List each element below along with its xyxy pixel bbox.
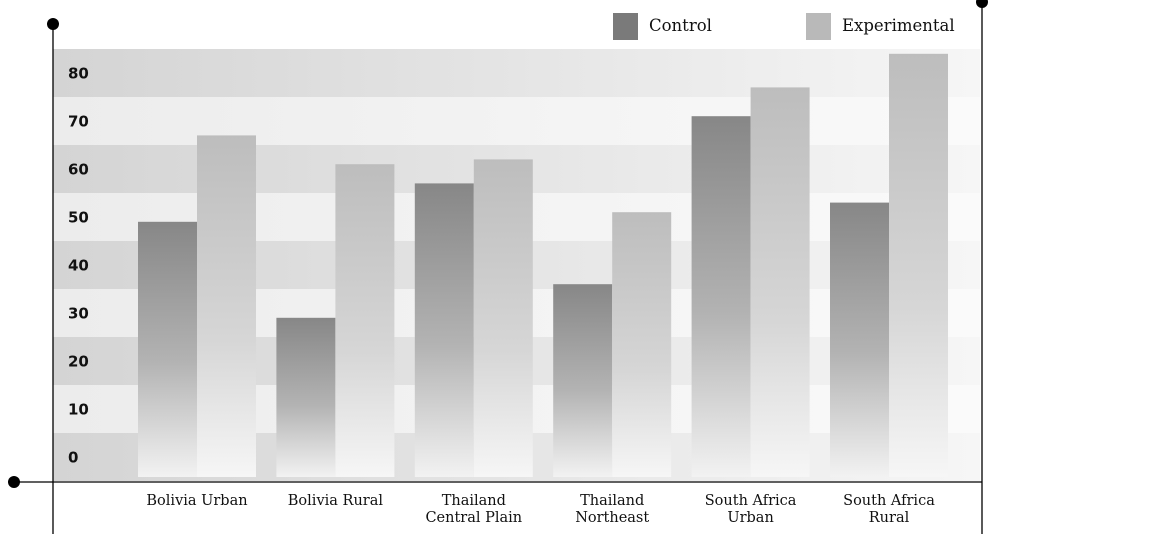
y-tick-label: 80 bbox=[68, 65, 89, 83]
x-axis-labels: Bolivia Urban Bolivia Rural Thailand Centra… bbox=[146, 493, 935, 526]
axis-end-dot bbox=[8, 476, 20, 488]
bar-control bbox=[138, 221, 197, 477]
x-category-label-line: Bolivia Urban bbox=[146, 493, 247, 509]
y-tick-label: 30 bbox=[68, 305, 89, 323]
bar-experimental bbox=[197, 135, 256, 477]
y-tick-label: 20 bbox=[68, 353, 89, 371]
y-axis-ticks: 0 10 20 30 40 50 60 70 80 bbox=[68, 65, 89, 467]
x-category-label: South Africa Rural bbox=[843, 493, 935, 526]
x-category-label-line: Thailand bbox=[580, 493, 644, 509]
x-category-label: South Africa Urban bbox=[705, 493, 797, 526]
x-category-label-line: Bolivia Rural bbox=[288, 493, 384, 509]
bar-experimental bbox=[750, 87, 810, 478]
x-category-label-line: Central Plain bbox=[425, 510, 522, 526]
legend: Control Experimental bbox=[613, 13, 955, 40]
bar-control bbox=[691, 116, 751, 477]
bars bbox=[138, 53, 948, 478]
x-category-label-line: Rural bbox=[869, 510, 910, 526]
bar-experimental bbox=[612, 212, 672, 477]
bar-control bbox=[830, 202, 889, 477]
y-tick-label: 60 bbox=[68, 161, 89, 179]
bar-control bbox=[276, 317, 336, 477]
y-tick-label: 40 bbox=[68, 257, 89, 275]
x-category-label-line: Northeast bbox=[575, 510, 649, 526]
y-tick-label: 10 bbox=[68, 401, 89, 419]
y-tick-label: 0 bbox=[68, 449, 78, 467]
bar-control bbox=[414, 183, 474, 477]
legend-swatch-control bbox=[613, 13, 638, 40]
x-category-label: Thailand Northeast bbox=[575, 493, 649, 526]
x-category-label-line: South Africa bbox=[705, 493, 797, 509]
bar-experimental bbox=[889, 53, 948, 478]
legend-label-experimental: Experimental bbox=[842, 16, 955, 35]
bar-control bbox=[553, 284, 613, 477]
legend-label-control: Control bbox=[649, 16, 712, 35]
x-category-label-line: South Africa bbox=[843, 493, 935, 509]
y-tick-label: 70 bbox=[68, 113, 89, 131]
axis-end-dot bbox=[976, 0, 988, 8]
y-tick-label: 50 bbox=[68, 209, 89, 227]
bar-experimental bbox=[473, 159, 533, 477]
legend-swatch-experimental bbox=[806, 13, 831, 40]
x-category-label: Bolivia Rural bbox=[288, 493, 384, 509]
axes bbox=[8, 0, 988, 534]
bar-experimental bbox=[335, 164, 395, 477]
grid-band bbox=[53, 49, 980, 97]
grid-band bbox=[53, 97, 980, 145]
x-category-label-line: Thailand bbox=[442, 493, 506, 509]
x-category-label: Thailand Central Plain bbox=[425, 493, 522, 526]
axis-end-dot bbox=[47, 18, 59, 30]
x-category-label-line: Urban bbox=[727, 510, 773, 526]
x-category-label: Bolivia Urban bbox=[146, 493, 247, 509]
